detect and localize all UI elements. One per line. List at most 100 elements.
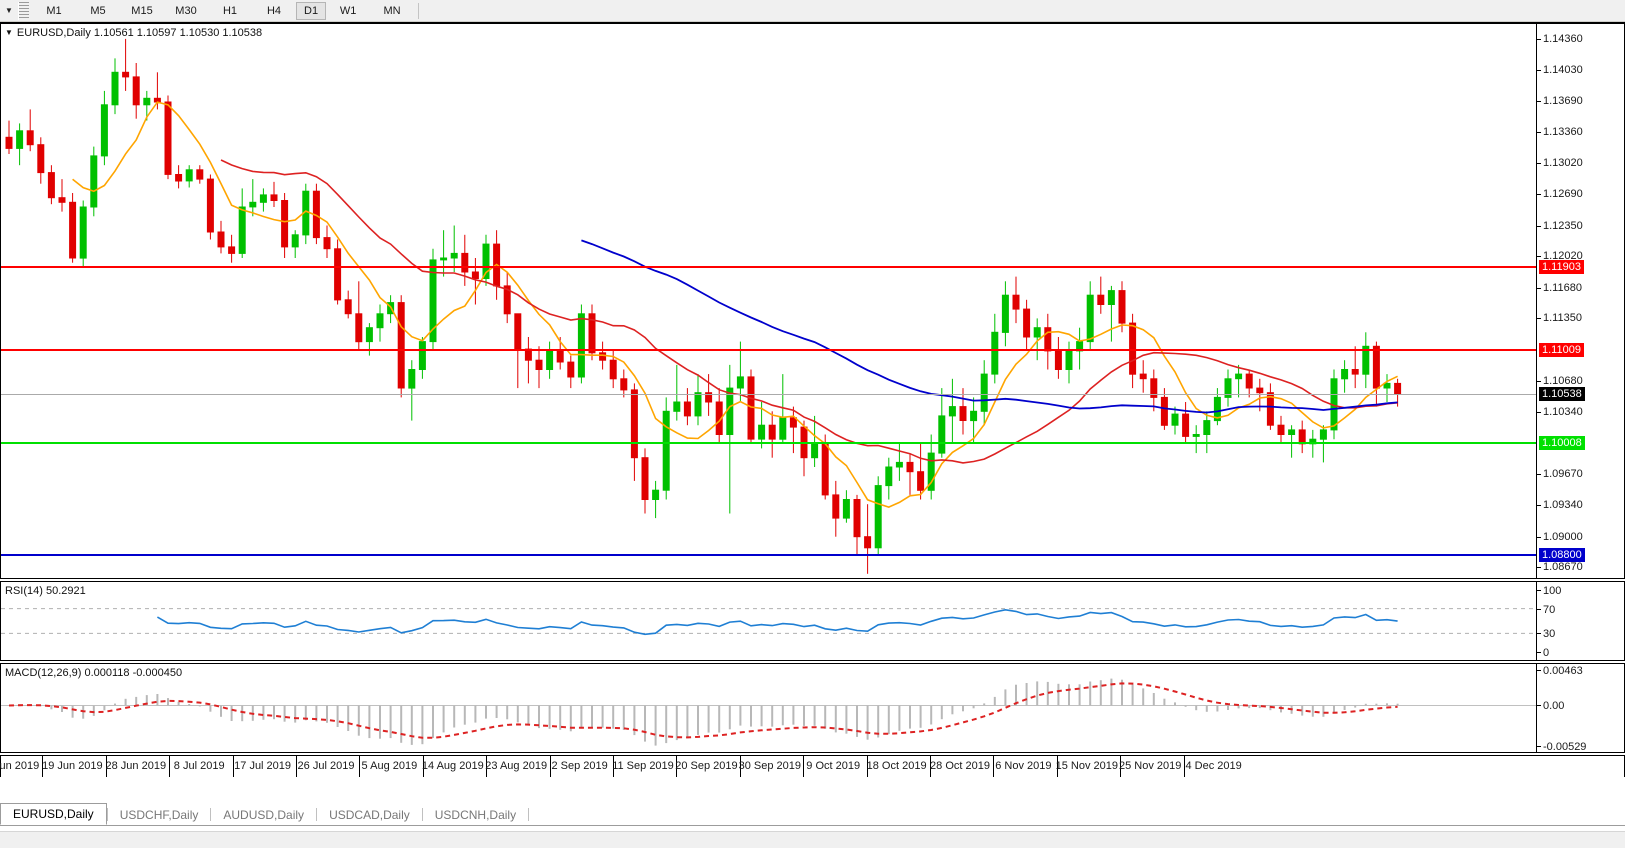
time-axis-separator (42, 756, 44, 777)
macd-tick-label: 0.00463 (1543, 665, 1583, 677)
timeframe-h1[interactable]: H1 (222, 4, 238, 17)
price-label-support: 1.10008 (1539, 436, 1585, 451)
timeframe-mn[interactable]: MN (383, 4, 401, 17)
time-axis-separator (993, 756, 995, 777)
level-line-support[interactable] (1, 554, 1536, 557)
price-tick-label: 1.12350 (1543, 219, 1583, 232)
time-axis-separator (1183, 756, 1185, 777)
timeframe-m30[interactable]: M30 (175, 4, 197, 17)
timeframe-m1[interactable]: M1 (46, 4, 62, 17)
macd-axis: 0.00463 0.00 -0.00529 (1536, 664, 1624, 753)
price-tick-label: 1.13690 (1543, 95, 1583, 108)
macd-tick-label: 0.00 (1543, 700, 1565, 713)
time-tick-label: 15 Nov 2019 (1055, 760, 1118, 772)
axis-tickmark (1537, 590, 1541, 591)
chevron-down-icon[interactable]: ▼ (5, 6, 13, 15)
time-tick-label: 14 Aug 2019 (421, 760, 484, 772)
time-tick-label: 28 Oct 2019 (930, 760, 990, 772)
axis-tickmark (1537, 131, 1541, 133)
price-label-resistance: 1.11009 (1539, 343, 1584, 358)
timeframe-d1[interactable]: D1 (296, 1, 327, 20)
toolbar-grip[interactable] (18, 1, 29, 20)
chart-tabbar: EURUSD,Daily USDCHF,Daily AUDUSD,Daily USDC… (0, 793, 1625, 848)
timeframe-h4[interactable]: H4 (266, 4, 282, 17)
price-label-last-price: 1.10538 (1539, 386, 1585, 401)
time-axis-separator (803, 756, 805, 777)
level-line-resistance[interactable] (1, 349, 1536, 352)
price-tick-label: 1.11350 (1543, 312, 1582, 325)
price-plot-area[interactable] (1, 24, 1536, 578)
rsi-tick-label: 30 (1543, 628, 1556, 641)
price-axis[interactable]: 1.14360 1.14030 1.13690 1.13360 1.13020 1.126… (1536, 24, 1624, 578)
price-chart-svg (5, 38, 1402, 574)
axis-tickmark (1537, 474, 1541, 476)
axis-tickmark (1537, 652, 1541, 653)
axis-tickmark (1537, 69, 1541, 71)
price-tick-label: 1.09670 (1543, 468, 1583, 481)
collapse-caret-icon[interactable]: ▼ (5, 28, 13, 37)
axis-tickmark (1537, 608, 1541, 610)
toolbar-divider (418, 2, 420, 19)
time-tick-label: 25 Nov 2019 (1118, 760, 1182, 772)
axis-tickmark (1537, 412, 1541, 414)
tab-usdcad[interactable]: USDCAD,Daily (329, 807, 410, 822)
timeframe-m5[interactable]: M5 (90, 4, 106, 17)
time-tick-label: 8 Jul 2019 (173, 760, 225, 772)
level-line-support[interactable] (1, 442, 1536, 445)
level-line-last-price[interactable] (1, 393, 1536, 395)
time-tick-label: 30 Sep 2019 (738, 760, 801, 772)
rsi-pane[interactable]: RSI(14) 50.2921 100 70 30 0 (0, 581, 1625, 661)
tab-divider (316, 808, 318, 821)
time-axis-separator (549, 756, 551, 777)
time-axis-separator (359, 756, 361, 777)
macd-tick-label: -0.00529 (1543, 741, 1587, 753)
time-tick-label: 23 Aug 2019 (485, 760, 548, 772)
price-label-resistance: 1.11903 (1539, 260, 1584, 275)
rsi-tick-label: 70 (1543, 603, 1556, 616)
timeframe-w1[interactable]: W1 (339, 4, 357, 17)
time-axis-separator (105, 756, 107, 777)
macd-plot-area[interactable] (1, 664, 1536, 752)
axis-tickmark (1537, 746, 1541, 747)
rsi-tick-label: 100 (1543, 585, 1562, 597)
axis-tickmark (1537, 287, 1541, 289)
tab-usdchf[interactable]: USDCHF,Daily (119, 807, 199, 822)
axis-tickmark (1537, 256, 1541, 258)
time-axis-separator (1056, 756, 1058, 777)
price-tick-label: 1.13020 (1543, 157, 1583, 170)
chart-frame[interactable]: ▼ EURUSD,Daily 1.10561 1.10597 1.10530 1.… (0, 22, 1625, 793)
price-label-support: 1.08800 (1539, 548, 1585, 563)
horizontal-scrollbar[interactable] (0, 831, 1625, 848)
time-axis-separator (486, 756, 488, 777)
axis-tickmark (1537, 318, 1541, 320)
price-tick-label: 1.14030 (1543, 63, 1583, 76)
time-tick-label: 19 Jun 2019 (42, 760, 103, 772)
time-axis-separator (676, 756, 678, 777)
time-tick-label: 2 Sep 2019 (551, 760, 608, 772)
axis-tickmark (1537, 670, 1541, 671)
macd-pane[interactable]: MACD(12,26,9) 0.000118 -0.000450 0.00463… (0, 663, 1625, 753)
time-tick-label: 28 Jun 2019 (105, 760, 167, 772)
time-tick-label: 4 Dec 2019 (1185, 760, 1242, 772)
time-axis-separator (1120, 756, 1122, 777)
time-axis-separator (930, 756, 931, 777)
tab-audusd[interactable]: AUDUSD,Daily (223, 807, 305, 822)
level-line-resistance[interactable] (1, 266, 1536, 269)
axis-tickmark (1537, 225, 1541, 227)
rsi-plot-area[interactable] (1, 582, 1536, 660)
timeframe-m15[interactable]: M15 (131, 4, 153, 17)
price-tick-label: 1.13360 (1543, 125, 1583, 138)
chart-tab-list: EURUSD,Daily USDCHF,Daily AUDUSD,Daily USDC… (0, 803, 1625, 826)
tab-usdcnh[interactable]: USDCNH,Daily (434, 807, 517, 822)
price-tick-label: 1.11680 (1543, 281, 1582, 294)
tab-divider (528, 808, 530, 821)
time-tick-label: 26 Jul 2019 (297, 760, 355, 772)
price-pane-header-text: EURUSD,Daily 1.10561 1.10597 1.10530 1.1… (16, 27, 263, 39)
axis-tickmark (1537, 193, 1541, 195)
axis-tickmark (1537, 38, 1541, 40)
price-pane[interactable]: ▼ EURUSD,Daily 1.10561 1.10597 1.10530 1.… (0, 23, 1625, 579)
rsi-pane-header: RSI(14) 50.2921 (5, 585, 86, 597)
tab-eurusd[interactable]: EURUSD,Daily (0, 803, 107, 825)
axis-tickmark (1537, 163, 1541, 165)
